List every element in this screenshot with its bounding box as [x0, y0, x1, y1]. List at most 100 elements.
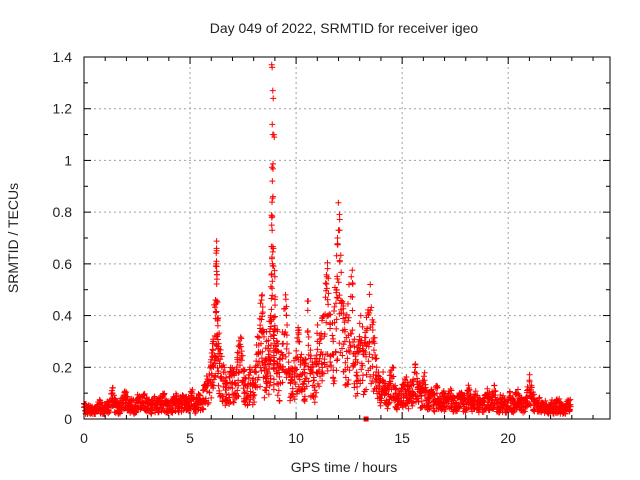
data-point — [215, 370, 222, 377]
data-point — [237, 334, 244, 341]
data-point — [514, 386, 521, 393]
data-point — [304, 307, 311, 314]
data-point — [362, 349, 369, 356]
data-point — [293, 347, 300, 354]
data-point — [294, 334, 301, 341]
data-point — [359, 345, 366, 352]
data-point — [166, 406, 173, 413]
data-point — [291, 396, 298, 403]
data-point — [428, 387, 435, 394]
data-point — [536, 394, 543, 401]
data-point — [266, 382, 273, 389]
data-point — [340, 315, 347, 322]
data-point — [272, 302, 279, 309]
data-point — [333, 325, 340, 332]
x-tick-label: 20 — [500, 430, 516, 446]
data-point — [323, 273, 330, 280]
data-point — [331, 303, 338, 310]
data-point — [344, 300, 351, 307]
data-point — [258, 355, 265, 362]
data-point — [202, 383, 209, 390]
data-point — [377, 395, 384, 402]
data-point — [268, 214, 275, 221]
data-point — [390, 373, 397, 380]
x-tick-label: 15 — [394, 430, 410, 446]
data-point — [371, 340, 378, 347]
data-point — [349, 281, 356, 288]
data-point — [100, 406, 107, 413]
data-point — [409, 399, 416, 406]
data-point — [311, 399, 318, 406]
data-point — [330, 351, 337, 358]
data-point — [410, 376, 417, 383]
data-point — [234, 349, 241, 356]
data-point — [415, 383, 422, 390]
data-point — [329, 351, 336, 358]
data-point — [367, 365, 374, 372]
data-point — [251, 368, 258, 375]
data-point — [236, 369, 243, 376]
data-point — [271, 273, 278, 280]
data-point — [272, 293, 279, 300]
data-point — [266, 347, 273, 354]
data-point — [349, 267, 356, 274]
data-point — [334, 275, 341, 282]
data-point — [389, 364, 396, 371]
data-point — [336, 292, 343, 299]
data-point — [283, 303, 290, 310]
data-point — [342, 374, 349, 381]
data-point — [482, 391, 489, 398]
data-point — [265, 391, 272, 398]
data-point — [301, 370, 308, 377]
data-point — [531, 391, 538, 398]
y-tick-label: 1.4 — [53, 49, 73, 65]
data-point — [209, 346, 216, 353]
data-point — [214, 315, 221, 322]
data-point — [293, 366, 300, 373]
data-point — [210, 362, 217, 369]
data-point — [269, 87, 276, 94]
data-point — [360, 391, 367, 398]
data-point — [400, 382, 407, 389]
y-tick-label: 0.8 — [53, 204, 73, 220]
data-point — [259, 310, 266, 317]
data-point — [336, 211, 343, 218]
data-point — [235, 377, 242, 384]
data-point — [386, 399, 393, 406]
data-point — [450, 408, 457, 415]
data-point — [314, 380, 321, 387]
data-point — [140, 399, 147, 406]
data-point — [421, 369, 428, 376]
data-point — [238, 357, 245, 364]
data-point — [270, 314, 277, 321]
data-point — [349, 293, 356, 300]
data-point — [339, 298, 346, 305]
data-point — [421, 377, 428, 384]
data-point — [279, 379, 286, 386]
data-point — [331, 319, 338, 326]
data-point — [441, 404, 448, 411]
data-point — [287, 394, 294, 401]
data-point — [222, 380, 229, 387]
data-point — [392, 404, 399, 411]
data-point — [526, 400, 533, 407]
data-point — [531, 406, 538, 413]
data-point — [282, 353, 289, 360]
data-point — [520, 407, 527, 414]
data-point — [296, 338, 303, 345]
data-point — [303, 375, 310, 382]
data-point — [183, 393, 190, 400]
data-point — [257, 322, 264, 329]
data-point — [213, 298, 220, 305]
data-point — [269, 121, 276, 128]
data-point — [472, 388, 479, 395]
data-point — [420, 373, 427, 380]
data-point — [364, 325, 371, 332]
data-point — [363, 371, 370, 378]
data-point — [346, 367, 353, 374]
x-tick-label: 10 — [288, 430, 304, 446]
data-point — [247, 388, 254, 395]
data-point — [285, 359, 292, 366]
data-point — [190, 396, 197, 403]
data-point — [428, 388, 435, 395]
